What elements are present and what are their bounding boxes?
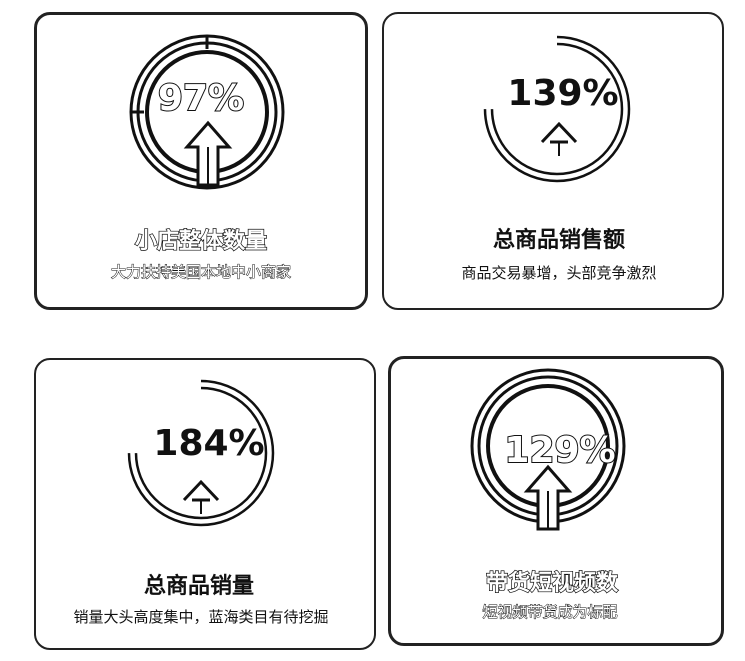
card-title: 小店整体数量 (134, 228, 267, 254)
metric-value: 97% (157, 78, 245, 119)
card-subtitle: 商品交易暴增，头部竞争激烈 (461, 264, 657, 282)
card-subtitle: 销量大头高度集中，蓝海类目有待挖掘 (73, 608, 329, 626)
metric-value: 129% (503, 430, 616, 471)
card-title: 总商品销量 (143, 574, 254, 599)
up-arrow-icon (182, 479, 220, 514)
card-store-count: 97% 小店整体数量 大力扶持美国本地中小商家 (34, 12, 368, 310)
card-gmv: 139% 总商品销售额 商品交易暴增，头部竞争激烈 (382, 12, 724, 310)
card-title: 总商品销售额 (492, 228, 625, 253)
progress-ring-icon (483, 35, 631, 183)
metric-value: 184% (153, 423, 265, 464)
card-subtitle: 短视频带货成为标配 (482, 603, 618, 622)
up-arrow-icon (183, 120, 233, 187)
card-sales-volume: 184% 总商品销量 销量大头高度集中，蓝海类目有待挖掘 (34, 358, 376, 650)
metric-value: 139% (507, 73, 619, 114)
card-title: 带货短视频数 (485, 570, 618, 596)
progress-ring-icon (127, 379, 275, 527)
up-arrow-icon (540, 121, 578, 156)
up-arrow-icon (523, 464, 573, 531)
card-subtitle: 大力扶持美国本地中小商家 (110, 263, 291, 282)
card-short-videos: 129% 带货短视频数 短视频带货成为标配 (388, 356, 724, 646)
